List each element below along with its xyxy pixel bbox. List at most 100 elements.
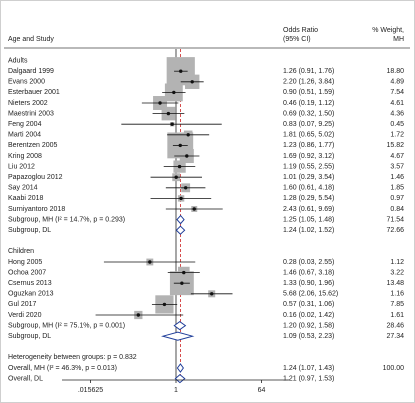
point-estimate xyxy=(162,302,167,307)
heterogeneity: Heterogeneity between groups: p = 0.832 xyxy=(8,354,137,361)
weight-label: 13.48 xyxy=(386,280,404,287)
weight-label: 72.66 xyxy=(386,227,404,234)
summary-diamond xyxy=(176,363,184,373)
weight-label: 0.97 xyxy=(390,195,404,202)
ci-label: 1.60 (0.61, 4.18) xyxy=(283,185,334,192)
ci-label: 1.25 (1.05, 1.48) xyxy=(283,216,334,223)
header-ci: Odds Ratio xyxy=(283,27,318,34)
study-label: Say 2014 xyxy=(8,185,38,192)
ci-label: 0.69 (0.32, 1.50) xyxy=(283,110,334,117)
weight-label: 4.36 xyxy=(390,110,404,117)
header-ci: (95% CI) xyxy=(283,36,311,43)
point-estimate xyxy=(182,270,186,275)
point-estimate xyxy=(192,207,196,211)
point-estimate xyxy=(177,164,182,169)
group-label: Adults xyxy=(8,57,28,64)
study-label: Berentzen 2005 xyxy=(8,142,58,149)
header-weight: MH xyxy=(393,36,404,43)
point-estimate xyxy=(136,313,141,317)
point-estimate xyxy=(179,69,183,73)
study-label: Maestrini 2003 xyxy=(8,110,54,117)
ci-label: 2.43 (0.61, 9.69) xyxy=(283,206,334,213)
weight-label: 4.61 xyxy=(390,100,404,107)
weight-label: 1.72 xyxy=(390,132,404,139)
weight-label: 4.67 xyxy=(390,153,404,160)
weight-label: 0.84 xyxy=(390,206,404,213)
point-estimate xyxy=(186,133,190,137)
summary-label: Subgroup, MH (I² = 14.7%, p = 0.293) xyxy=(8,216,125,223)
weight-label: 7.85 xyxy=(390,301,404,308)
point-estimate xyxy=(179,196,183,201)
study-label: Papazoglou 2012 xyxy=(8,174,63,181)
study-label: Esterbauer 2001 xyxy=(8,89,60,96)
ci-label: 1.20 (0.92, 1.58) xyxy=(283,322,334,329)
weight-label: 4.89 xyxy=(390,79,404,86)
summary-diamond xyxy=(174,373,186,384)
ci-label: 1.24 (1.02, 1.52) xyxy=(283,227,334,234)
ci-label: 1.21 (0.97, 1.53) xyxy=(283,375,334,382)
point-estimate xyxy=(185,154,189,158)
header-weight: % Weight, xyxy=(372,27,404,34)
ci-label: 2.20 (1.26, 3.84) xyxy=(283,79,334,86)
ci-label: 1.33 (0.90, 1.96) xyxy=(283,280,334,287)
study-label: Dalgaard 1999 xyxy=(8,68,54,75)
weight-label: 0.45 xyxy=(390,121,404,128)
ci-label: 1.24 (1.07, 1.43) xyxy=(283,365,334,372)
point-estimate xyxy=(180,281,184,285)
weight-label: 1.16 xyxy=(390,291,404,298)
study-label: Kring 2008 xyxy=(8,153,42,160)
header-study: Age and Study xyxy=(8,36,54,43)
point-estimate xyxy=(166,111,171,116)
study-label: Liu 2012 xyxy=(8,163,35,170)
study-label: Gul 2017 xyxy=(8,301,37,308)
weight-label: 1.85 xyxy=(390,185,404,192)
group-label: Children xyxy=(8,248,34,255)
study-label: Csernus 2013 xyxy=(8,280,52,287)
point-estimate xyxy=(190,80,194,84)
ci-label: 0.57 (0.31, 1.06) xyxy=(283,301,334,308)
weight-label: 7.54 xyxy=(390,89,404,96)
summary-diamond xyxy=(176,214,185,225)
ci-label: 0.83 (0.07, 9.25) xyxy=(283,121,334,128)
ci-label: 1.23 (0.86, 1.77) xyxy=(283,142,334,149)
ci-label: 0.28 (0.03, 2.55) xyxy=(283,259,334,266)
point-estimate xyxy=(172,90,176,95)
ci-label: 1.01 (0.29, 3.54) xyxy=(283,174,334,181)
summary-label: Subgroup, DL xyxy=(8,227,51,234)
summary-label: Subgroup, MH (I² = 75.1%, p = 0.001) xyxy=(8,322,125,329)
summary-label: Overall, DL xyxy=(8,375,43,382)
ci-label: 1.09 (0.53, 2.23) xyxy=(283,333,334,340)
x-tick-label: 64 xyxy=(258,387,266,394)
ci-label: 5.68 (2.06, 15.62) xyxy=(283,291,338,298)
point-estimate xyxy=(158,101,162,105)
weight-label: 18.80 xyxy=(386,68,404,75)
ci-label: 1.81 (0.65, 5.02) xyxy=(283,132,334,139)
ci-label: 1.46 (0.67, 3.18) xyxy=(283,269,334,276)
study-label: Evans 2000 xyxy=(8,79,45,86)
ci-label: 0.46 (0.19, 1.12) xyxy=(283,100,334,107)
weight-label: 28.46 xyxy=(386,322,404,329)
point-estimate xyxy=(183,186,188,190)
summary-diamond xyxy=(161,331,195,341)
ci-label: 0.16 (0.02, 1.42) xyxy=(283,312,334,319)
point-estimate xyxy=(148,260,152,264)
point-estimate xyxy=(210,292,214,296)
point-estimate xyxy=(170,122,174,126)
summary-label: Subgroup, DL xyxy=(8,333,51,340)
summary-diamond xyxy=(173,320,187,331)
x-tick-label: .015625 xyxy=(78,387,103,394)
weight-label: 1.46 xyxy=(390,174,404,181)
weight-label: 15.82 xyxy=(386,142,404,149)
study-label: Kaabi 2018 xyxy=(8,195,44,202)
point-estimate xyxy=(174,175,178,179)
summary-label: Overall, MH (I² = 46.3%, p = 0.013) xyxy=(8,365,117,372)
weight-label: 71.54 xyxy=(386,216,404,223)
x-tick-label: 1 xyxy=(174,387,178,394)
study-label: Surniyantoro 2018 xyxy=(8,206,65,213)
ci-label: 1.28 (0.29, 5.54) xyxy=(283,195,334,202)
ci-label: 0.90 (0.51, 1.59) xyxy=(283,89,334,96)
weight-label: 100.00 xyxy=(383,365,405,372)
study-label: Nieters 2002 xyxy=(8,100,48,107)
